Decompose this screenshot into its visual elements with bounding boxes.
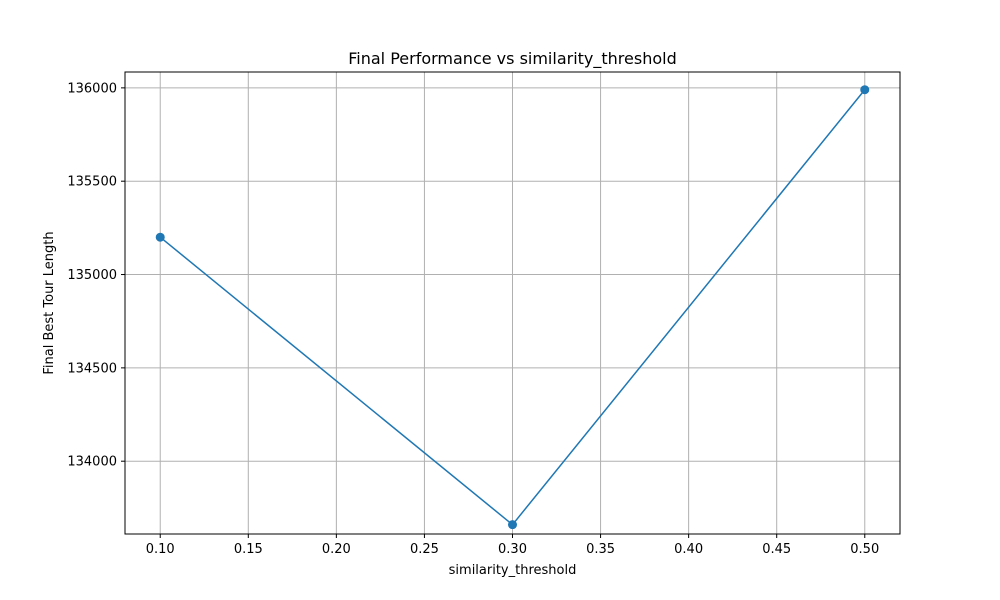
x-tick-label: 0.10 [146,542,175,557]
x-tick-label: 0.45 [762,542,791,557]
series-layer [155,85,870,530]
plot-frame [124,71,901,535]
y-tick-label: 135500 [67,175,117,190]
x-tick-label: 0.35 [586,542,615,557]
y-tick-label: 136000 [67,81,117,96]
data-point [508,520,517,530]
x-tick-label: 0.20 [322,542,351,557]
y-axis-label: Final Best Tour Length [42,231,57,374]
data-point [860,85,870,95]
data-point [155,232,165,242]
x-tick-label: 0.30 [498,542,527,557]
x-tick-label: 0.25 [410,542,439,557]
grid-layer [125,72,900,534]
x-tick-label: 0.40 [674,542,703,557]
y-tick-label: 134500 [67,361,117,376]
x-tick-label: 0.15 [234,542,263,557]
y-tick-label: 134000 [67,455,117,470]
y-tick-label: 135000 [67,268,117,283]
x-axis-label: similarity_threshold [449,563,577,578]
chart-title: Final Performance vs similarity_threshol… [348,49,677,69]
x-tick-label: 0.50 [850,542,879,557]
tick-layer: 0.10 0.15 0.20 0.25 0.30 0.35 0.40 0.45 0.50 1340… [67,81,879,557]
